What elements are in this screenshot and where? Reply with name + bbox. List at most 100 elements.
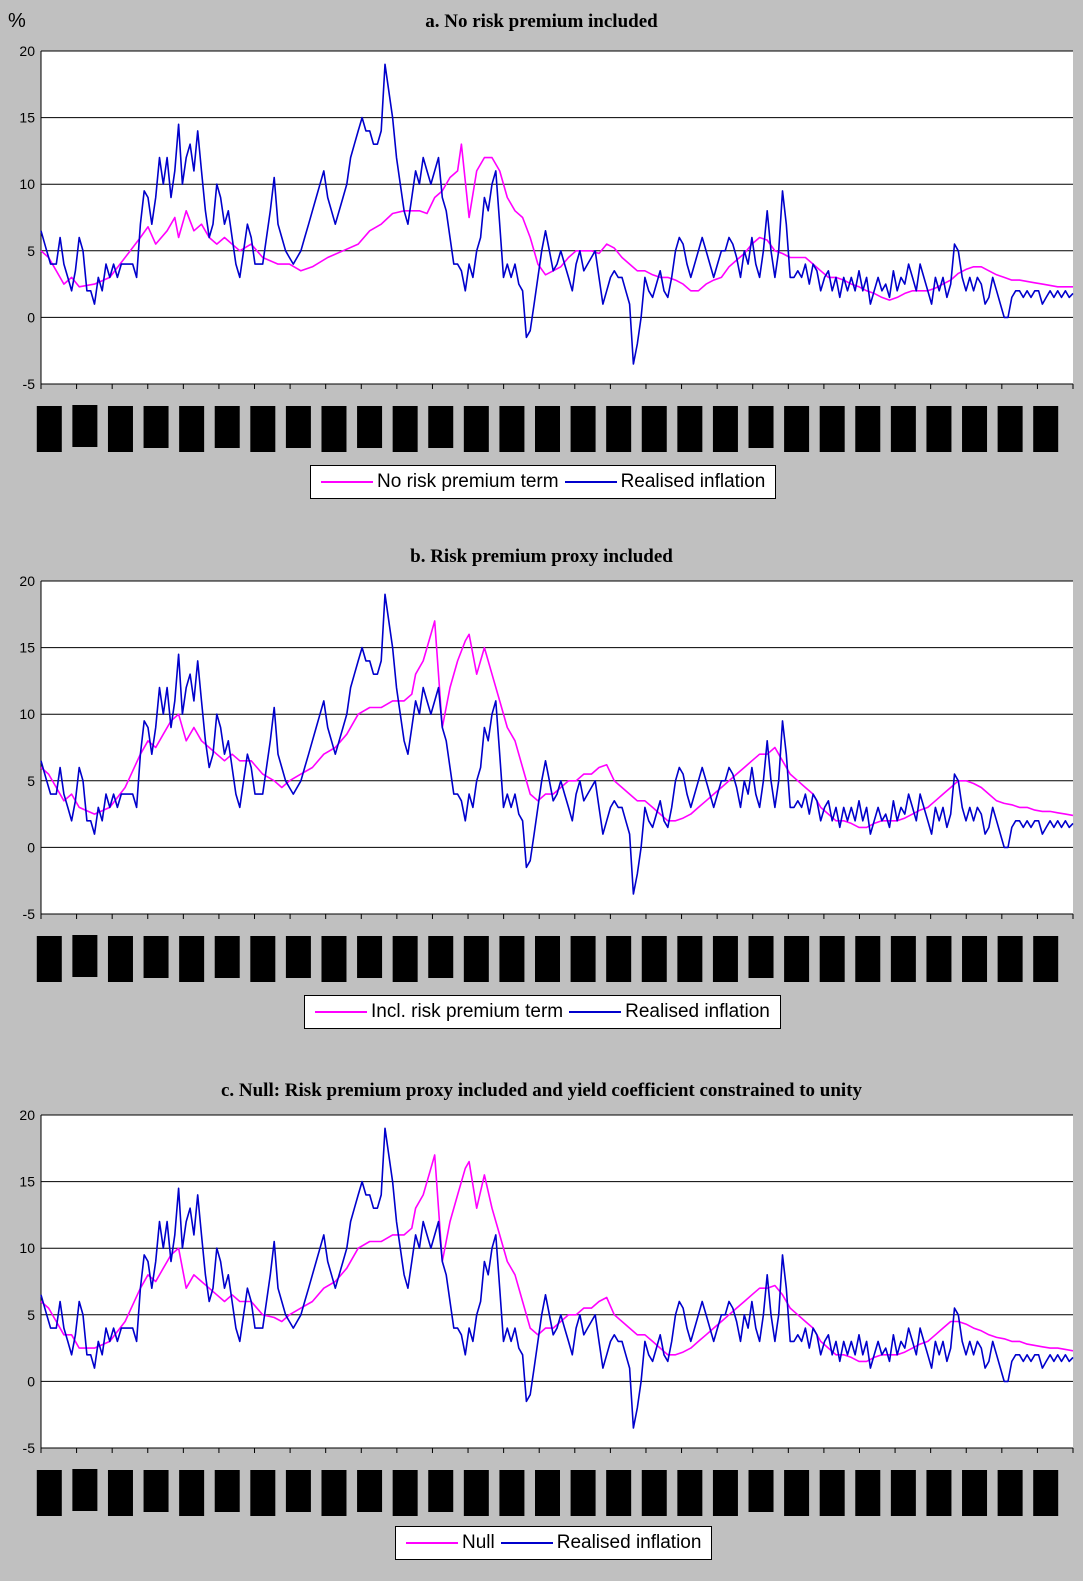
x-tick-label-redacted	[570, 1470, 596, 1516]
x-tick-label-redacted	[1033, 1470, 1059, 1516]
x-tick-label-redacted	[36, 1470, 62, 1516]
x-tick-label-redacted	[997, 406, 1023, 452]
legend-label: Incl. risk premium term	[371, 1001, 564, 1022]
x-tick-label-redacted	[357, 406, 383, 448]
x-tick-label-redacted	[392, 406, 418, 452]
x-tick-label-redacted	[107, 406, 133, 452]
x-tick-label-redacted	[890, 406, 916, 452]
x-tick-label-redacted	[72, 935, 98, 977]
x-tick-label-redacted	[285, 1470, 311, 1512]
legend-label: Null	[462, 1532, 495, 1553]
y-tick-label: 0	[27, 839, 35, 855]
x-tick-label-redacted	[606, 406, 632, 452]
chart-title: c. Null: Risk premium proxy included and…	[220, 1080, 863, 1101]
plot-area	[41, 581, 1073, 914]
legend-label: Realised inflation	[625, 1001, 770, 1022]
chart-plot-b: -5 0 5 10 15 20	[19, 573, 1074, 982]
x-tick-label-redacted	[428, 936, 454, 978]
legend-item: No risk premium term	[321, 471, 559, 493]
x-tick-label-redacted	[179, 1470, 205, 1516]
legend-label: Realised inflation	[556, 1532, 702, 1553]
x-tick-label-redacted	[926, 936, 952, 982]
x-tick-label-redacted	[890, 1470, 916, 1516]
x-tick-label-redacted	[392, 936, 418, 982]
x-tick-label-redacted	[357, 1470, 383, 1512]
x-tick-label-redacted	[712, 936, 738, 982]
x-tick-label-redacted	[962, 406, 988, 452]
series-line-1	[40, 63, 1074, 365]
x-tick-label-redacted	[606, 1470, 632, 1516]
chart-legend: No risk premium term Realised inflation	[310, 465, 777, 499]
chart-legend: Null Realised inflation	[395, 1526, 713, 1560]
legend-item: Null	[406, 1532, 495, 1554]
y-tick-label: 10	[19, 1240, 35, 1256]
x-tick-label-redacted	[143, 1470, 169, 1512]
x-tick-label-redacted	[357, 936, 383, 978]
x-tick-label-redacted	[997, 1470, 1023, 1516]
y-unit-label: %	[8, 10, 26, 32]
series-line-0	[40, 143, 1073, 301]
x-tick-label-redacted	[926, 406, 952, 452]
x-tick-label-redacted	[179, 936, 205, 982]
x-tick-label-redacted	[712, 1470, 738, 1516]
series-line-1	[40, 1127, 1074, 1429]
y-tick-label: 15	[19, 640, 35, 656]
x-tick-label-redacted	[855, 936, 881, 982]
x-tick-label-redacted	[321, 406, 347, 452]
series-line-1	[40, 593, 1074, 895]
y-tick-label: 5	[27, 773, 35, 789]
x-tick-label-redacted	[855, 406, 881, 452]
x-tick-label-redacted	[677, 936, 703, 982]
y-tick-label: 5	[27, 1307, 35, 1323]
legend-item: Realised inflation	[500, 1532, 702, 1554]
x-tick-label-redacted	[926, 1470, 952, 1516]
x-tick-label-redacted	[997, 936, 1023, 982]
legend-label: Realised inflation	[620, 471, 766, 492]
chart-plot-a: -5 0 5 10 15 20	[19, 43, 1074, 452]
y-tick-label: 20	[19, 1107, 35, 1123]
x-tick-label-redacted	[428, 406, 454, 448]
x-tick-label-redacted	[677, 406, 703, 452]
x-tick-label-redacted	[250, 1470, 276, 1516]
legend-label: No risk premium term	[377, 471, 559, 492]
x-tick-label-redacted	[72, 1469, 98, 1511]
x-tick-label-redacted	[641, 936, 667, 982]
x-tick-label-redacted	[535, 406, 560, 452]
x-tick-label-redacted	[570, 936, 596, 982]
x-tick-label-redacted	[784, 406, 810, 452]
x-tick-label-redacted	[428, 1470, 454, 1512]
x-tick-label-redacted	[784, 1470, 810, 1516]
x-tick-label-redacted	[819, 406, 845, 452]
x-tick-label-redacted	[214, 1470, 240, 1512]
x-tick-label-redacted	[890, 936, 916, 982]
x-tick-label-redacted	[641, 1470, 667, 1516]
chart-panel-a: a. No risk premium included -5 0 5 10 15 20 N…	[0, 0, 1083, 520]
x-tick-label-redacted	[1033, 936, 1059, 982]
x-tick-label-redacted	[463, 1470, 489, 1516]
series-line-0	[40, 620, 1074, 829]
x-tick-label-redacted	[712, 406, 738, 452]
y-tick-label: 5	[27, 243, 35, 259]
series-line-0	[40, 1154, 1074, 1363]
x-tick-label-redacted	[499, 406, 525, 452]
y-tick-label: -5	[23, 1440, 36, 1456]
x-tick-label-redacted	[321, 1470, 347, 1516]
plot-area	[41, 51, 1073, 384]
y-tick-label: 10	[19, 176, 35, 192]
x-tick-label-redacted	[570, 406, 596, 452]
x-tick-label-redacted	[392, 1470, 418, 1516]
x-tick-label-redacted	[819, 1470, 845, 1516]
x-tick-label-redacted	[285, 936, 311, 978]
x-tick-label-redacted	[321, 936, 347, 982]
legend-item: Incl. risk premium term	[315, 1001, 563, 1023]
x-tick-label-redacted	[535, 936, 560, 982]
x-tick-label-redacted	[36, 406, 62, 452]
y-tick-label: -5	[23, 906, 36, 922]
x-tick-label-redacted	[285, 406, 311, 448]
x-tick-label-redacted	[36, 936, 62, 982]
x-tick-label-redacted	[72, 405, 98, 447]
x-tick-label-redacted	[250, 936, 276, 982]
legend-item: Realised inflation	[564, 471, 766, 493]
chart-title: b. Risk premium proxy included	[410, 546, 673, 567]
chart-plot-c: -5 0 5 10 15 20	[19, 1107, 1074, 1516]
